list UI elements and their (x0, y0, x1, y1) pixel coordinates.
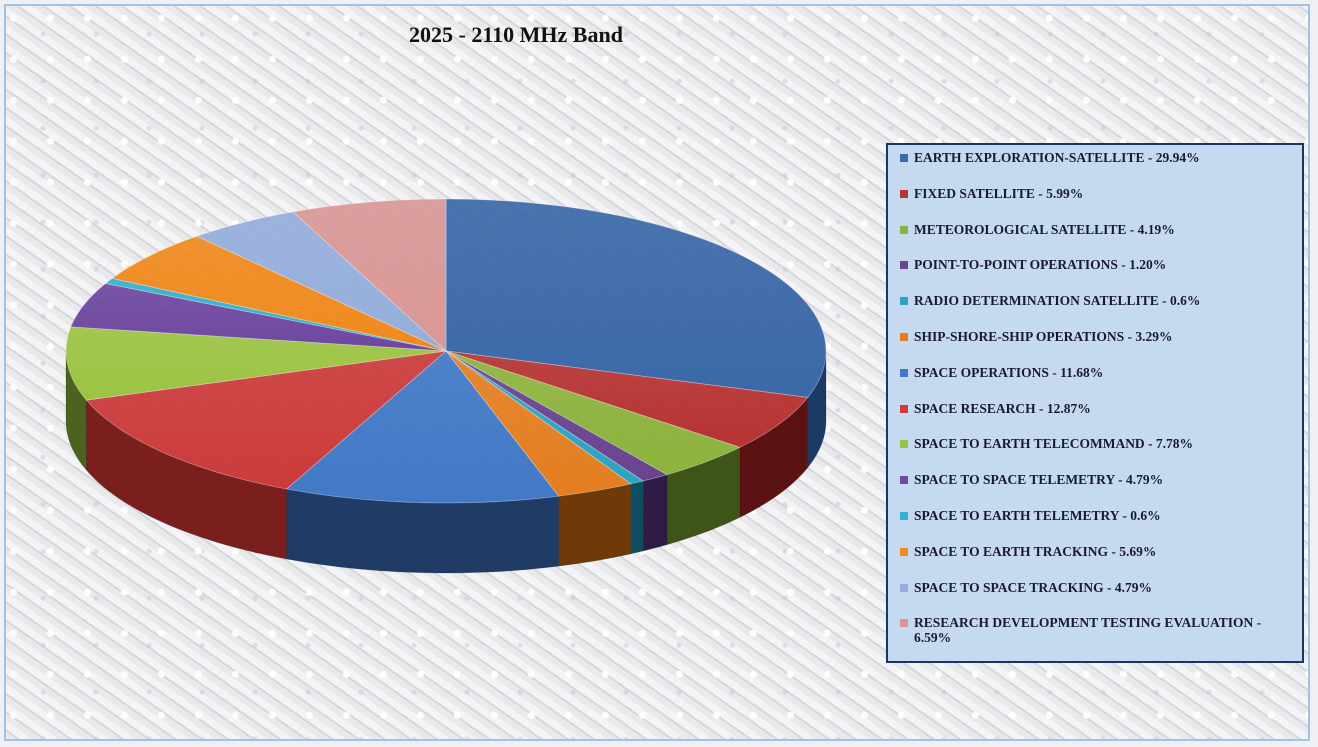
legend-label: METEOROLOGICAL SATELLITE - 4.19% (914, 221, 1175, 237)
legend-item: RADIO DETERMINATION SATELLITE - 0.6% (900, 293, 1294, 329)
pie-slice (445, 350, 809, 448)
pie-slice (111, 235, 447, 352)
pie-slice (85, 350, 448, 490)
legend-label: SPACE OPERATIONS - 11.68% (914, 364, 1104, 380)
legend-item: SHIP-SHORE-SHIP OPERATIONS - 3.29% (900, 329, 1294, 365)
legend-swatch (900, 547, 908, 556)
chart-frame: 2025 - 2110 MHz Band EARTH EXPLORATION-S… (4, 4, 1310, 741)
legend-swatch (900, 332, 908, 341)
pie-slice (104, 277, 447, 352)
legend-swatch (900, 189, 908, 198)
legend-item: FIXED SATELLITE - 5.99% (900, 186, 1294, 222)
legend-label: SPACE TO SPACE TELEMETRY - 4.79% (914, 472, 1164, 488)
chart-title: 2025 - 2110 MHz Band (409, 22, 623, 47)
pie-slice-side (630, 480, 644, 555)
legend-swatch (900, 476, 908, 485)
pie-slice (445, 350, 741, 476)
legend-swatch (900, 440, 908, 449)
pie-slice-side (558, 483, 632, 567)
legend-label: POINT-TO-POINT OPERATIONS - 1.20% (914, 257, 1167, 273)
legend-swatch (900, 511, 908, 520)
pie-slice (70, 283, 447, 352)
pie-chart (65, 198, 827, 574)
legend-label: SPACE TO SPACE TRACKING - 4.79% (914, 579, 1153, 595)
legend-swatch (900, 297, 908, 306)
pie-slice (292, 198, 447, 352)
legend-item: SPACE TO EARTH TRACKING - 5.69% (900, 544, 1294, 580)
legend-label: SHIP-SHORE-SHIP OPERATIONS - 3.29% (914, 328, 1173, 344)
legend-label: SPACE TO EARTH TELEMETRY - 0.6% (914, 507, 1161, 523)
pie-slice (445, 350, 632, 497)
legend-item: SPACE TO EARTH TELECOMMAND - 7.78% (900, 436, 1294, 472)
legend-swatch (900, 583, 908, 592)
legend-label: SPACE RESEARCH - 12.87% (914, 400, 1091, 416)
legend-item: SPACE RESEARCH - 12.87% (900, 401, 1294, 437)
legend-swatch (900, 619, 908, 628)
legend-swatch (900, 404, 908, 413)
legend-swatch (900, 261, 908, 270)
legend-item: RESEARCH DEVELOPMENT TESTING EVALUATION … (900, 615, 1294, 645)
legend-label: RADIO DETERMINATION SATELLITE - 0.6% (914, 293, 1201, 309)
pie-slice (285, 350, 560, 504)
legend-swatch (900, 154, 908, 162)
pie-slice (445, 198, 827, 398)
legend-item: SPACE TO EARTH TELEMETRY - 0.6% (900, 508, 1294, 544)
legend-label: SPACE TO EARTH TELECOMMAND - 7.78% (914, 436, 1194, 452)
pie-top-group (65, 198, 827, 504)
legend-label: FIXED SATELLITE - 5.99% (914, 185, 1084, 201)
pie-slice (195, 211, 447, 352)
legend-label: SPACE TO EARTH TRACKING - 5.69% (914, 543, 1157, 559)
legend-swatch (900, 225, 908, 234)
pie-slice (65, 326, 447, 401)
legend-label: EARTH EXPLORATION-SATELLITE - 29.94% (914, 150, 1200, 165)
legend-item: POINT-TO-POINT OPERATIONS - 1.20% (900, 257, 1294, 293)
pie-slice (445, 350, 669, 482)
pie-side-group (65, 350, 827, 574)
legend-item: SPACE TO SPACE TRACKING - 4.79% (900, 580, 1294, 616)
legend-item: SPACE OPERATIONS - 11.68% (900, 365, 1294, 401)
pie-slice-side (65, 350, 87, 471)
legend-item: METEOROLOGICAL SATELLITE - 4.19% (900, 222, 1294, 258)
legend-swatch (900, 368, 908, 377)
legend-item: EARTH EXPLORATION-SATELLITE - 29.94% (900, 150, 1294, 186)
legend-label: RESEARCH DEVELOPMENT TESTING EVALUATION … (914, 615, 1262, 646)
pie-slice-side (642, 474, 668, 552)
chart-legend: EARTH EXPLORATION-SATELLITE - 29.94% FIXE… (886, 143, 1304, 663)
legend-item: SPACE TO SPACE TELEMETRY - 4.79% (900, 472, 1294, 508)
